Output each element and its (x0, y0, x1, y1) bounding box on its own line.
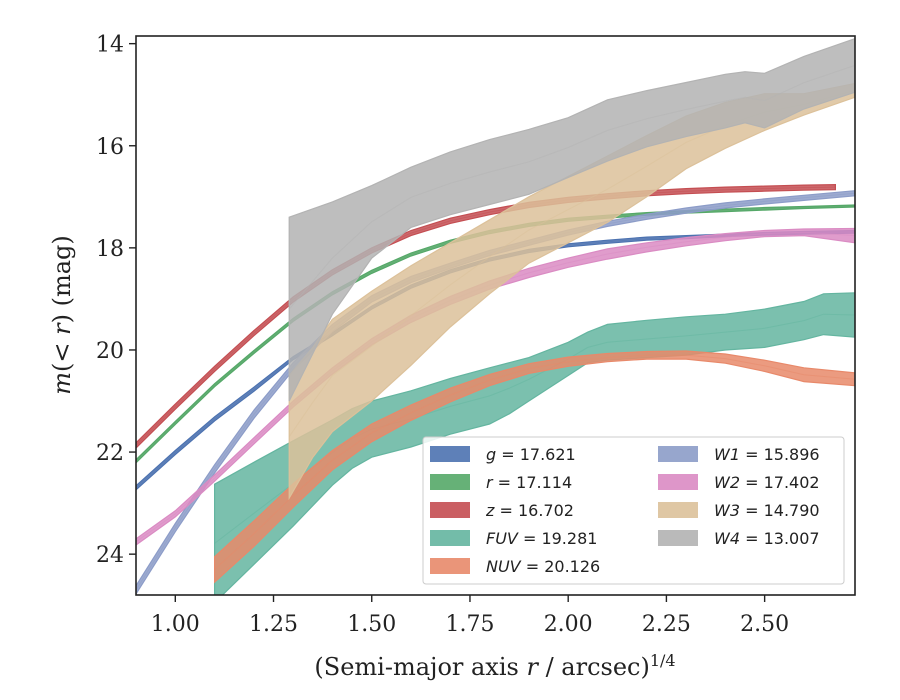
legend-swatch (658, 474, 698, 490)
x-tick-label: 2.00 (544, 612, 593, 637)
y-tick-label: 24 (96, 543, 124, 568)
legend-swatch (658, 502, 698, 518)
y-tick-label: 14 (96, 33, 124, 58)
x-tick-label: 1.00 (151, 612, 200, 637)
x-tick-label: 1.50 (347, 612, 396, 637)
legend-label: NUV = 20.126 (486, 557, 600, 576)
legend-swatch (430, 558, 470, 574)
legend-label: FUV = 19.281 (486, 529, 597, 548)
x-tick-label: 1.75 (445, 612, 494, 637)
x-axis-label: (Semi-major axis r / arcsec)1/4 (314, 651, 675, 681)
plot-frame (135, 35, 856, 596)
legend-label: g = 17.621 (486, 445, 576, 464)
x-tick-label: 2.50 (740, 612, 789, 637)
legend-items: g = 17.621 r = 17.114 z = 16.702 FUV = 19.2… (430, 445, 820, 576)
legend-label: W1 = 15.896 (714, 445, 820, 464)
y-axis-label: m(< r) (mag) (48, 235, 76, 395)
legend-label: W3 = 14.790 (714, 501, 820, 520)
y-tick-label: 18 (96, 237, 124, 262)
series-layer (136, 37, 855, 595)
legend-swatch (658, 530, 698, 546)
y-tick-label: 20 (96, 339, 124, 364)
legend-swatch (430, 474, 470, 490)
series-line-nuv (214, 354, 855, 570)
y-tick-label: 22 (96, 441, 124, 466)
x-axis-ticks: 1.00 1.25 1.50 1.75 2.00 2.25 2.50 (151, 595, 789, 637)
series-band-w4 (288, 37, 855, 402)
legend-swatch (658, 446, 698, 462)
legend-swatch (430, 446, 470, 462)
legend-label: W4 = 13.007 (714, 529, 820, 548)
series-line-w4 (288, 64, 855, 310)
series-line-z (136, 186, 836, 446)
series-band-nuv (214, 350, 855, 584)
legend-label: r = 17.114 (486, 473, 572, 492)
series-band-w3 (288, 82, 855, 501)
legend-label: z = 16.702 (485, 501, 574, 520)
x-tick-label: 1.25 (249, 612, 298, 637)
x-tick-label: 2.25 (642, 612, 691, 637)
y-tick-label: 16 (96, 135, 124, 160)
legend-box (422, 436, 845, 585)
legend-swatch (430, 502, 470, 518)
legend-swatch (430, 530, 470, 546)
legend-label: W2 = 17.402 (714, 473, 820, 492)
legend: g = 17.621 r = 17.114 z = 16.702 FUV = 19.2… (422, 436, 845, 585)
y-axis-ticks: 14 16 18 20 22 24 (96, 33, 136, 568)
